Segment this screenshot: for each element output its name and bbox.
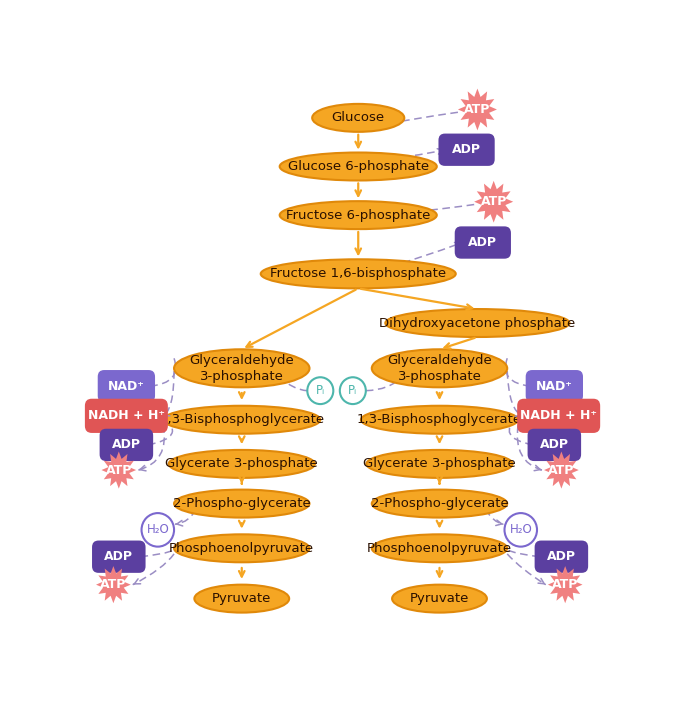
Ellipse shape <box>372 489 507 518</box>
Text: 1,3-Bisphosphoglycerate: 1,3-Bisphosphoglycerate <box>159 413 324 426</box>
Text: Phosphoenolpyruvate: Phosphoenolpyruvate <box>367 542 512 555</box>
Text: NADH + H⁺: NADH + H⁺ <box>88 409 165 423</box>
Ellipse shape <box>385 309 570 337</box>
Ellipse shape <box>372 349 507 387</box>
Circle shape <box>340 378 366 404</box>
Circle shape <box>505 513 537 547</box>
Text: ADP: ADP <box>468 236 497 249</box>
Ellipse shape <box>163 406 320 433</box>
Ellipse shape <box>392 584 487 613</box>
Text: ATP: ATP <box>106 463 132 476</box>
Text: Glycerate 3-phosphate: Glycerate 3-phosphate <box>166 457 318 470</box>
FancyBboxPatch shape <box>98 370 155 402</box>
FancyBboxPatch shape <box>528 429 581 461</box>
Text: ADP: ADP <box>104 550 134 563</box>
Text: Pyruvate: Pyruvate <box>212 592 271 605</box>
Polygon shape <box>544 452 579 489</box>
Text: 1,3-Bisphosphoglycerate: 1,3-Bisphosphoglycerate <box>357 413 522 426</box>
Circle shape <box>308 378 333 404</box>
Ellipse shape <box>168 450 315 478</box>
Ellipse shape <box>372 534 507 563</box>
Text: Pᵢ: Pᵢ <box>316 384 325 397</box>
Polygon shape <box>101 452 136 489</box>
Text: Glucose: Glucose <box>331 111 385 124</box>
Ellipse shape <box>194 584 289 613</box>
Text: Pᵢ: Pᵢ <box>348 384 357 397</box>
Ellipse shape <box>174 349 310 387</box>
Text: NAD⁺: NAD⁺ <box>108 380 145 393</box>
Ellipse shape <box>312 104 404 132</box>
Ellipse shape <box>174 534 310 563</box>
Text: Glyceraldehyde
3-phosphate: Glyceraldehyde 3-phosphate <box>189 354 294 383</box>
Ellipse shape <box>280 152 437 181</box>
Polygon shape <box>96 566 131 603</box>
Text: Dihydroxyacetone phosphate: Dihydroxyacetone phosphate <box>380 317 575 330</box>
Text: Glycerate 3-phosphate: Glycerate 3-phosphate <box>363 457 516 470</box>
Text: Glucose 6-phosphate: Glucose 6-phosphate <box>288 160 428 173</box>
Ellipse shape <box>361 406 518 433</box>
Text: 2-Phospho-glycerate: 2-Phospho-glycerate <box>370 497 508 510</box>
Text: ATP: ATP <box>100 578 127 591</box>
Polygon shape <box>548 566 582 603</box>
Text: ATP: ATP <box>548 463 575 476</box>
Text: ADP: ADP <box>112 439 141 452</box>
FancyBboxPatch shape <box>526 370 583 402</box>
Text: Fructose 6-phosphate: Fructose 6-phosphate <box>286 208 431 221</box>
Ellipse shape <box>366 450 512 478</box>
Text: 2-Phospho-glycerate: 2-Phospho-glycerate <box>173 497 310 510</box>
FancyBboxPatch shape <box>455 227 511 258</box>
Text: Pyruvate: Pyruvate <box>410 592 469 605</box>
Text: NADH + H⁺: NADH + H⁺ <box>520 409 597 423</box>
FancyBboxPatch shape <box>535 541 588 573</box>
Text: H₂O: H₂O <box>510 523 532 537</box>
Text: ATP: ATP <box>480 195 507 208</box>
Text: H₂O: H₂O <box>146 523 169 537</box>
Text: Fructose 1,6-bisphosphate: Fructose 1,6-bisphosphate <box>271 267 446 280</box>
FancyBboxPatch shape <box>92 541 145 573</box>
Polygon shape <box>474 181 513 223</box>
FancyBboxPatch shape <box>85 399 168 433</box>
FancyBboxPatch shape <box>517 399 600 433</box>
Text: ATP: ATP <box>464 103 491 116</box>
Text: ADP: ADP <box>540 439 569 452</box>
Text: ADP: ADP <box>547 550 576 563</box>
FancyBboxPatch shape <box>100 429 153 461</box>
Text: NAD⁺: NAD⁺ <box>536 380 572 393</box>
Text: Phosphoenolpyruvate: Phosphoenolpyruvate <box>169 542 315 555</box>
Ellipse shape <box>280 201 437 229</box>
Text: ATP: ATP <box>552 578 578 591</box>
Circle shape <box>141 513 174 547</box>
Text: ADP: ADP <box>452 143 481 156</box>
Ellipse shape <box>261 259 456 288</box>
Ellipse shape <box>174 489 310 518</box>
FancyBboxPatch shape <box>438 134 495 166</box>
Text: Glyceraldehyde
3-phosphate: Glyceraldehyde 3-phosphate <box>387 354 492 383</box>
Polygon shape <box>458 89 497 131</box>
